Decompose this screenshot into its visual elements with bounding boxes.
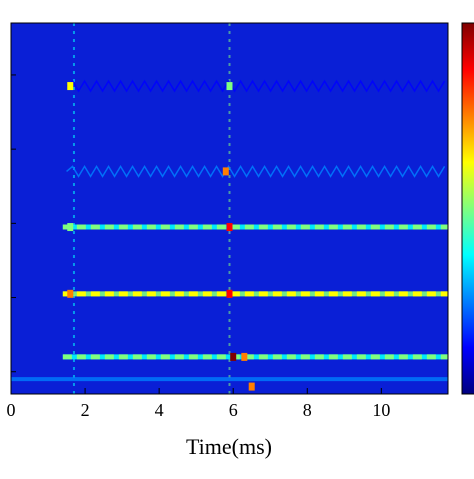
x-tick-label: 2 [81,400,90,420]
heatmap-layer [11,23,448,394]
band-1 [66,164,446,178]
x-tick-label: 6 [229,400,238,420]
hotspot-4 [226,223,233,232]
hotspot-5 [230,352,237,361]
x-axis-ticks: 0 2 4 6 8 10 [7,388,390,420]
hotspot-0 [67,82,74,91]
x-tick-label: 10 [372,400,390,420]
x-tick-label: 0 [7,400,16,420]
hotspot-1 [67,289,74,298]
hotspot-9 [226,82,233,91]
y-axis-ticks [11,74,16,373]
hotspot-3 [226,289,233,298]
hotspot-6 [222,167,229,176]
x-tick-label: 4 [155,400,164,420]
hotspot-8 [248,382,255,391]
colorbar [461,22,474,395]
hotspot-7 [241,352,248,361]
hotspot-2 [67,223,74,232]
band-0 [66,79,446,93]
x-tick-label: 8 [303,400,312,420]
plot-frame [10,22,449,395]
x-axis-label: Time(ms) [186,434,272,459]
